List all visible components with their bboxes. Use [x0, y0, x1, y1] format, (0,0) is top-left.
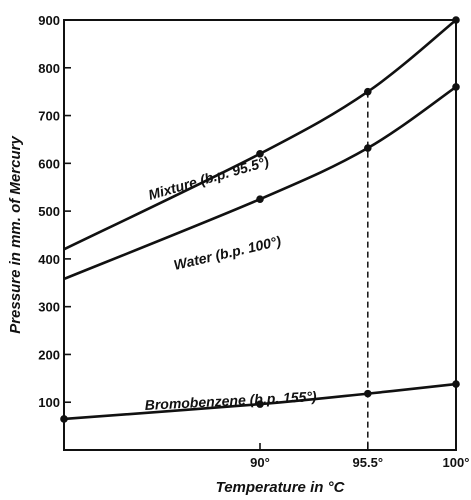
water-point: [364, 144, 372, 152]
x-axis-title: Temperature in °C: [216, 479, 346, 496]
mixture-point: [256, 149, 264, 158]
y-tick-label: 100: [38, 395, 60, 410]
y-tick-label: 300: [38, 300, 60, 315]
plot-frame: [63, 19, 457, 451]
y-tick-label: 500: [38, 204, 60, 219]
bromobenzene-point: [256, 400, 264, 408]
labels: Mixture (b.p. 95.5°) Water (b.p. 100°) Bro…: [144, 153, 317, 413]
mixture-label: Mixture (b.p. 95.5°): [146, 153, 271, 203]
mixture-point: [364, 87, 372, 96]
water-curve: [63, 85, 457, 281]
x-tick-label: 90°: [250, 455, 270, 470]
y-tick-label: 900: [38, 13, 60, 28]
mixture-point: [452, 16, 460, 24]
water-label: Water (b.p. 100°): [172, 233, 283, 273]
bromobenzene-point: [60, 415, 68, 423]
water-point: [452, 83, 460, 91]
y-tick-label: 200: [38, 347, 60, 362]
y-tick-label: 600: [38, 156, 60, 171]
bromobenzene-curve: [63, 382, 457, 421]
x-tick-label: 95.5°: [353, 455, 384, 470]
y-tick-label: 800: [38, 61, 60, 76]
series-curves: [60, 16, 460, 423]
axes: 100 200 300 400 500 600 700 800 900 90° 95.5° 100° T…: [7, 13, 469, 496]
y-tick-label: 700: [38, 109, 60, 124]
x-tick-label: 100°: [443, 455, 470, 470]
mixture-curve: [63, 18, 457, 251]
water-point: [256, 195, 264, 203]
y-tick-label: 400: [38, 252, 60, 267]
bromobenzene-point: [364, 389, 372, 398]
bromobenzene-label: Bromobenzene (b.p. 155°): [144, 388, 317, 413]
y-axis-title: Pressure in mm. of Mercury: [7, 136, 24, 334]
bromobenzene-point: [452, 380, 460, 388]
